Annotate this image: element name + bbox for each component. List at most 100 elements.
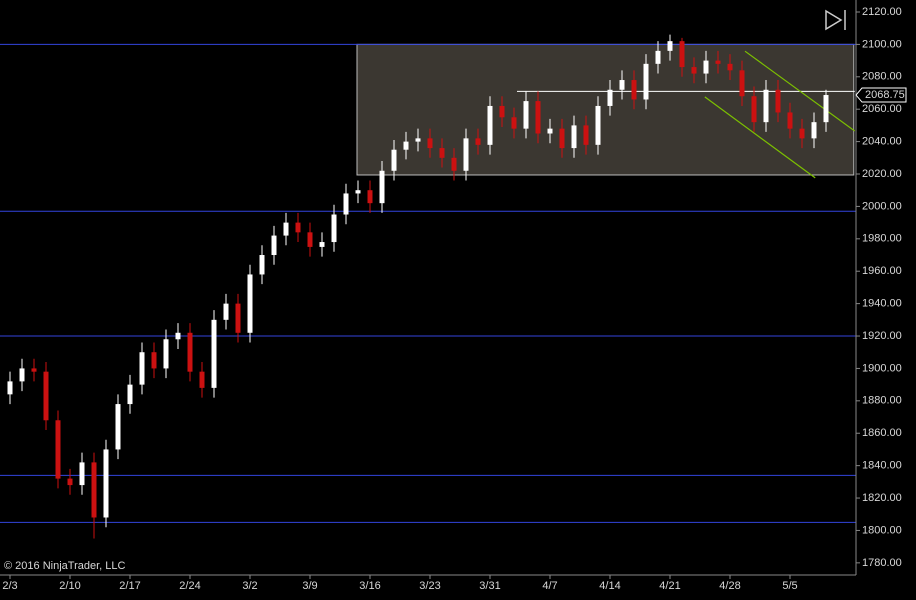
candle-body: [199, 371, 205, 388]
candle-body: [295, 222, 301, 233]
candle-body: [151, 352, 157, 369]
y-tick-label: 2080.00: [862, 71, 902, 83]
x-tick-label: 3/2: [242, 580, 257, 592]
candle-body: [799, 128, 805, 139]
y-tick-label: 1960.00: [862, 265, 902, 277]
y-tick-label: 1940.00: [862, 298, 902, 310]
candle-body: [307, 232, 313, 247]
x-tick-label: 3/9: [302, 580, 317, 592]
candle-body: [475, 138, 481, 145]
y-tick-label: 1860.00: [862, 427, 902, 439]
watermark: © 2016 NinjaTrader, LLC: [4, 560, 125, 572]
candle-body: [595, 105, 601, 145]
y-tick-label: 1800.00: [862, 524, 902, 536]
candle-body: [415, 138, 421, 142]
candle-body: [103, 449, 109, 518]
candle-body: [7, 381, 13, 395]
candle-body: [523, 101, 529, 129]
candle-body: [127, 384, 133, 405]
candle-body: [43, 371, 49, 421]
candle-body: [583, 125, 589, 145]
candle-body: [331, 214, 337, 243]
candle-body: [787, 112, 793, 129]
channel-line: [744, 50, 856, 132]
candle-body: [355, 190, 361, 194]
x-tick-label: 3/23: [419, 580, 440, 592]
x-tick-label: 2/17: [119, 580, 140, 592]
y-tick-label: 1880.00: [862, 395, 902, 407]
candle-body: [655, 50, 661, 64]
candle-body: [667, 41, 673, 51]
candle-body: [427, 138, 433, 149]
candle-body: [379, 170, 385, 204]
candle-body: [691, 67, 697, 74]
candle-body: [343, 193, 349, 215]
y-tick-label: 2100.00: [862, 38, 902, 50]
candle-body: [403, 141, 409, 150]
y-tick-label: 1920.00: [862, 330, 902, 342]
candle-body: [499, 105, 505, 118]
candle-body: [91, 462, 97, 518]
candle-body: [547, 128, 553, 134]
last-price-label: 2068.75: [865, 89, 905, 101]
candle-body: [463, 138, 469, 171]
y-tick-label: 2000.00: [862, 200, 902, 212]
play-icon[interactable]: [825, 9, 846, 31]
candle-body: [55, 420, 61, 479]
candle-body: [163, 339, 169, 369]
candle-body: [511, 117, 517, 129]
y-tick-label: 2040.00: [862, 136, 902, 148]
candle-body: [223, 303, 229, 320]
x-tick-label: 3/31: [479, 580, 500, 592]
y-tick-label: 2020.00: [862, 168, 902, 180]
candle-body: [367, 190, 373, 204]
x-tick-label: 4/7: [542, 580, 557, 592]
candle-body: [451, 157, 457, 171]
candle-body: [235, 303, 241, 333]
candle-body: [19, 368, 25, 382]
candle-body: [211, 319, 217, 388]
x-tick-label: 4/14: [599, 580, 620, 592]
candle-body: [775, 89, 781, 113]
y-tick-label: 2060.00: [862, 103, 902, 115]
candle-body: [259, 255, 265, 275]
candle-body: [727, 63, 733, 71]
x-tick-label: 5/5: [782, 580, 797, 592]
candle-body: [115, 404, 121, 450]
candle-body: [751, 96, 757, 123]
candle-body: [763, 89, 769, 123]
candle-body: [31, 368, 37, 372]
candle-body: [487, 105, 493, 145]
candle-body: [607, 89, 613, 106]
y-tick-label: 1980.00: [862, 233, 902, 245]
x-tick-label: 4/28: [719, 580, 740, 592]
y-tick-label: 1840.00: [862, 460, 902, 472]
candle-body: [439, 148, 445, 158]
y-tick-label: 1900.00: [862, 362, 902, 374]
candle-body: [187, 332, 193, 372]
candle-body: [175, 332, 181, 340]
last-price-marker: [855, 87, 907, 103]
candle-body: [79, 462, 85, 486]
candle-body: [559, 128, 565, 149]
candle-body: [319, 242, 325, 247]
candle-body: [703, 60, 709, 74]
x-tick-label: 2/3: [2, 580, 17, 592]
y-tick-label: 1780.00: [862, 557, 902, 569]
x-tick-label: 4/21: [659, 580, 680, 592]
x-tick-label: 3/16: [359, 580, 380, 592]
y-tick-label: 1820.00: [862, 492, 902, 504]
candle-body: [619, 80, 625, 90]
candle-body: [535, 101, 541, 134]
candle-body: [823, 95, 829, 123]
x-tick-label: 2/10: [59, 580, 80, 592]
candle-body: [679, 41, 685, 68]
candle-body: [811, 122, 817, 139]
candle-body: [643, 63, 649, 100]
candle-body: [631, 80, 637, 100]
play-triangle: [825, 9, 843, 31]
candle-body: [391, 149, 397, 171]
candle-body: [67, 478, 73, 486]
channel-line: [704, 96, 816, 179]
